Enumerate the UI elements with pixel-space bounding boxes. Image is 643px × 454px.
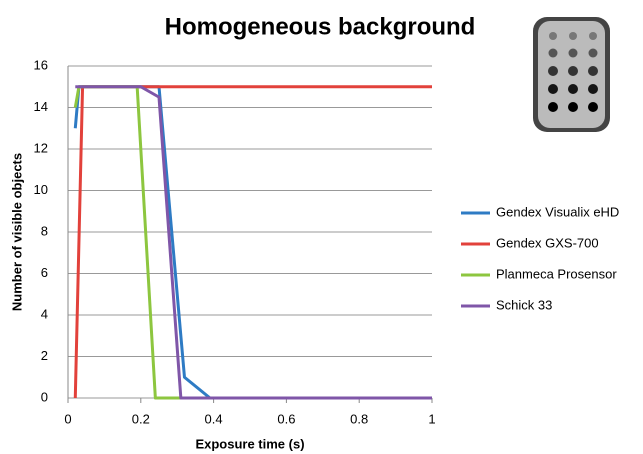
legend-label: Schick 33 [496, 297, 552, 312]
phantom-image [533, 17, 610, 132]
x-tick-label: 0.2 [132, 411, 150, 426]
series-line [73, 85, 432, 400]
y-axis-label: Number of visible objects [9, 153, 24, 311]
y-tick-label: 16 [34, 57, 48, 72]
x-tick-label: 0.4 [205, 411, 223, 426]
y-tick-label: 14 [34, 99, 48, 114]
x-axis-label: Exposure time (s) [195, 436, 304, 451]
legend-label: Gendex Visualix eHD [496, 204, 619, 219]
x-tick-label: 0 [64, 411, 71, 426]
y-tick-label: 2 [41, 348, 48, 363]
y-tick-label: 10 [34, 182, 48, 197]
y-tick-label: 12 [34, 140, 48, 155]
y-tick-label: 0 [41, 389, 48, 404]
legend-label: Gendex GXS-700 [496, 235, 599, 250]
y-tick-label: 8 [41, 223, 48, 238]
x-tick-label: 0.6 [277, 411, 295, 426]
chart-title: Homogeneous background [165, 13, 476, 40]
series-line [75, 85, 432, 400]
x-tick-label: 0.8 [350, 411, 368, 426]
series-line [73, 85, 432, 400]
y-tick-label: 6 [41, 265, 48, 280]
x-tick-label: 1 [428, 411, 435, 426]
legend-label: Planmeca Prosensor [496, 266, 617, 281]
y-tick-label: 4 [41, 306, 48, 321]
series-line [73, 85, 432, 399]
